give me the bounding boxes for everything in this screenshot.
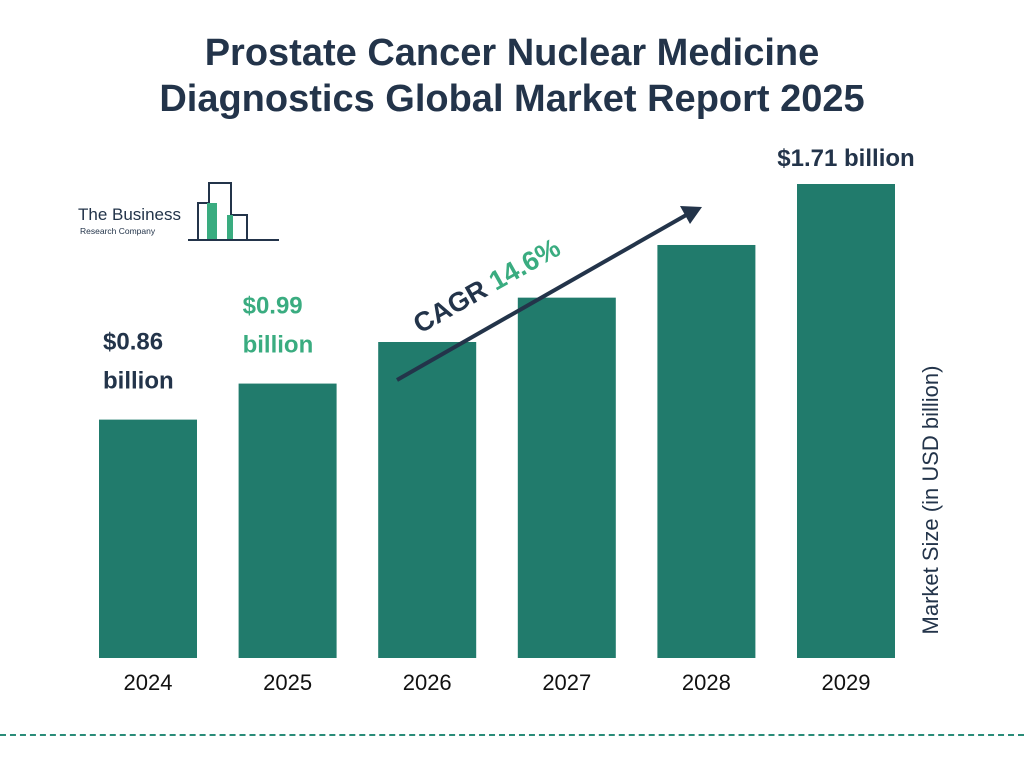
data-label-2024-unit: billion [103, 368, 174, 395]
bar-2024 [99, 419, 197, 658]
data-label-2025-unit: billion [243, 332, 314, 359]
cagr-arrow-line [396, 212, 689, 382]
cagr-arrowhead-icon [680, 206, 702, 224]
x-tick-label-2026: 2026 [403, 670, 452, 695]
x-tick-label-2028: 2028 [682, 670, 731, 695]
chart-title-line-1: Prostate Cancer Nuclear Medicine [204, 32, 820, 74]
x-tick-label-2027: 2027 [542, 670, 591, 695]
company-logo: The Business Research Company [78, 180, 283, 244]
data-label-2024-value: $0.86 [103, 329, 163, 356]
bar-2029 [797, 184, 895, 658]
bar-2025 [238, 383, 337, 658]
chart-title: Prostate Cancer Nuclear Medicine Diagnos… [0, 30, 1024, 122]
logo-company-name: The Business [78, 205, 181, 224]
bar-2027 [517, 297, 616, 658]
chart-title-line-2: Diagnostics Global Market Report 2025 [159, 78, 865, 120]
cagr-value: 14.6% [484, 233, 565, 297]
x-tick-label-2024: 2024 [124, 670, 173, 695]
data-label-2025-value: $0.99 [243, 293, 303, 320]
y-axis-label: Market Size (in USD billion) [918, 365, 943, 635]
data-label-2029-value: $1.71 billion [777, 145, 914, 172]
bar-2028 [657, 244, 756, 658]
bar-building-logo-icon [188, 182, 279, 241]
footer-divider [0, 734, 1024, 736]
bar-2026 [378, 342, 477, 658]
logo-company-subname: Research Company [80, 226, 156, 236]
x-tick-label-2025: 2025 [263, 670, 312, 695]
x-tick-label-2029: 2029 [822, 670, 871, 695]
